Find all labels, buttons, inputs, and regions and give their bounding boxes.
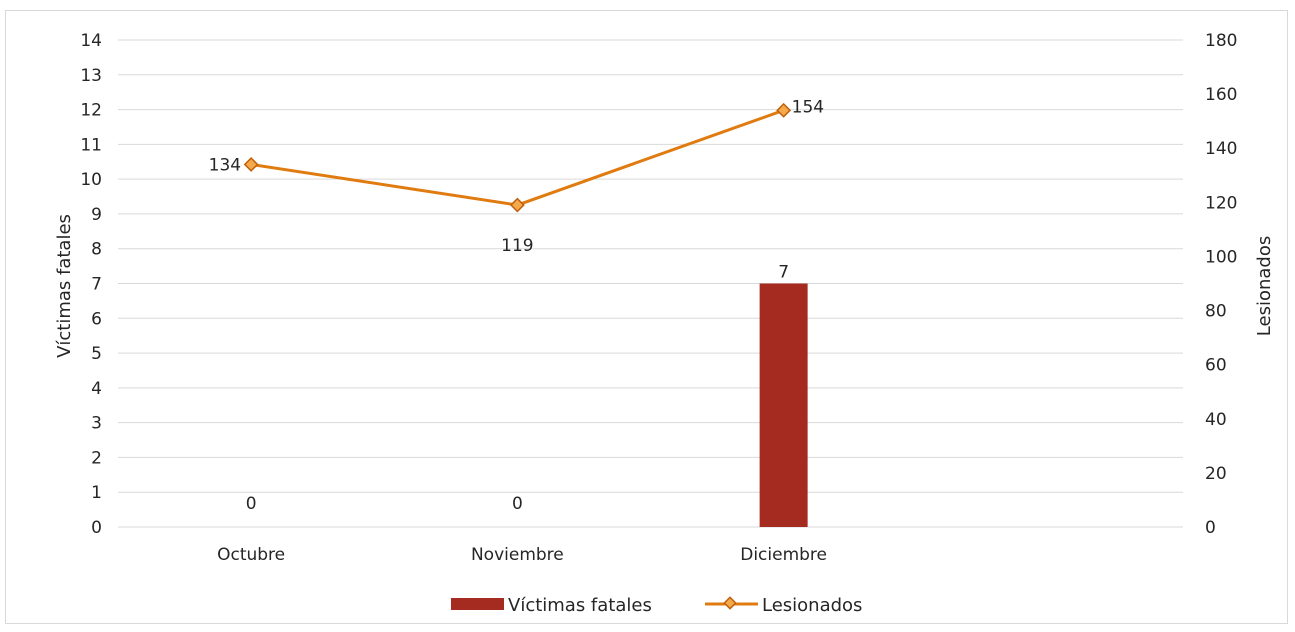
right-axis-ticks: 0 20 40 60 80 100 120 140 160 180 bbox=[1205, 31, 1237, 538]
y-tick-label: 5 bbox=[91, 344, 102, 364]
y-tick-label: 12 bbox=[80, 101, 102, 121]
y-tick-label: 10 bbox=[80, 170, 102, 190]
y2-tick-label: 160 bbox=[1205, 85, 1237, 105]
line-series bbox=[243, 102, 792, 213]
bar bbox=[759, 283, 808, 527]
y-tick-label: 9 bbox=[91, 205, 102, 225]
y-tick-label: 13 bbox=[80, 66, 102, 86]
legend: Víctimas fatales Lesionados bbox=[451, 595, 862, 616]
bar-data-label: 0 bbox=[512, 494, 523, 514]
y-axis-title: Víctimas fatales bbox=[54, 214, 75, 358]
chart-frame bbox=[5, 10, 1288, 624]
y2-tick-label: 180 bbox=[1205, 31, 1237, 51]
y-tick-label: 11 bbox=[80, 135, 102, 155]
y2-axis-title: Lesionados bbox=[1254, 236, 1275, 336]
bar-data-label: 7 bbox=[778, 263, 789, 283]
y2-tick-label: 100 bbox=[1205, 247, 1237, 267]
legend-label-victimas: Víctimas fatales bbox=[508, 595, 652, 616]
y-tick-label: 4 bbox=[91, 379, 102, 399]
category-labels: Octubre Noviembre Diciembre bbox=[217, 545, 827, 565]
y2-tick-label: 140 bbox=[1205, 139, 1237, 159]
y2-tick-label: 0 bbox=[1205, 518, 1216, 538]
legend-swatch-victimas bbox=[451, 598, 504, 610]
y-tick-label: 3 bbox=[91, 414, 102, 434]
y2-tick-label: 40 bbox=[1205, 410, 1227, 430]
data-labels: 0 0 7 134 119 154 bbox=[209, 97, 824, 514]
line-marker bbox=[509, 197, 525, 213]
bar-series bbox=[759, 283, 808, 527]
x-category-label: Diciembre bbox=[740, 545, 827, 565]
y2-tick-label: 120 bbox=[1205, 193, 1237, 213]
legend-marker-lesionados bbox=[723, 596, 737, 610]
line-marker bbox=[776, 102, 792, 118]
gridlines bbox=[118, 39, 1183, 528]
x-category-label: Octubre bbox=[217, 545, 285, 565]
line-marker bbox=[243, 157, 259, 172]
legend-label-lesionados: Lesionados bbox=[762, 595, 862, 616]
y2-tick-label: 80 bbox=[1205, 302, 1227, 322]
y2-tick-label: 20 bbox=[1205, 464, 1227, 484]
y-tick-label: 8 bbox=[91, 240, 102, 260]
y-tick-label: 2 bbox=[91, 448, 102, 468]
y-tick-label: 0 bbox=[91, 518, 102, 538]
y2-tick-label: 60 bbox=[1205, 356, 1227, 376]
y-tick-label: 1 bbox=[91, 483, 102, 503]
line-data-label: 119 bbox=[501, 236, 533, 256]
y-tick-label: 6 bbox=[91, 309, 102, 329]
bar-data-label: 0 bbox=[246, 494, 257, 514]
line-path bbox=[250, 108, 785, 207]
line-data-label: 154 bbox=[792, 97, 824, 117]
line-data-label: 134 bbox=[209, 155, 241, 175]
y-tick-label: 14 bbox=[80, 31, 102, 51]
y-tick-label: 7 bbox=[91, 275, 102, 295]
x-category-label: Noviembre bbox=[471, 545, 564, 565]
